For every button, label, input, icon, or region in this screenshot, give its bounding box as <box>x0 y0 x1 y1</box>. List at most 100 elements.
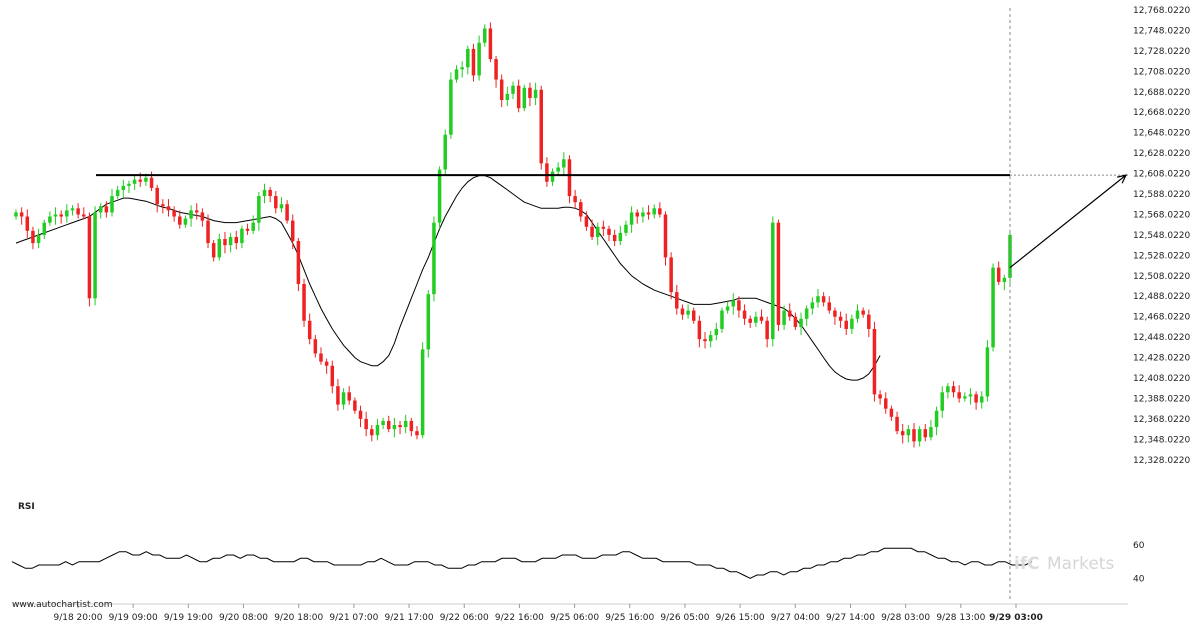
candle-body <box>121 185 126 190</box>
candle-body <box>720 310 724 329</box>
candle <box>477 35 481 81</box>
candle-body <box>844 320 848 329</box>
price-tick-label: 12,548.0220 <box>1133 231 1191 241</box>
candle-body <box>793 316 798 327</box>
candle-body <box>878 394 882 399</box>
candle <box>652 204 656 219</box>
time-axis: 9/18 20:00 9/19 09:00 9/19 19:00 9/20 08:00… <box>12 603 1128 623</box>
candle-body <box>426 294 431 350</box>
candle <box>358 405 363 428</box>
candle <box>104 201 109 218</box>
candle <box>341 388 346 410</box>
projection-arrow-line <box>1009 174 1127 269</box>
candle-body <box>601 226 606 229</box>
candle-body <box>974 394 978 403</box>
candle-body <box>1002 277 1007 282</box>
candle <box>844 313 848 336</box>
rsi-tick-label: 60 <box>1133 541 1145 551</box>
candle <box>324 358 329 374</box>
candle-body <box>799 318 803 327</box>
candle <box>70 205 75 216</box>
candle <box>776 219 781 331</box>
candle-body <box>211 243 216 258</box>
moving-average-layer <box>15 175 881 381</box>
candle-body <box>494 59 498 80</box>
candle <box>336 379 340 411</box>
candle-body <box>319 353 323 362</box>
watermark-brand-b: Markets <box>1047 554 1114 574</box>
candle-body <box>652 208 656 215</box>
candle-body <box>370 429 374 436</box>
candle <box>940 386 944 418</box>
candle <box>872 321 877 402</box>
candle <box>178 210 182 229</box>
candle <box>65 204 69 223</box>
candle-body <box>889 408 894 417</box>
candle <box>183 215 188 228</box>
candle-body <box>70 208 75 211</box>
candle <box>25 209 30 238</box>
price-tick-label: 12,448.0220 <box>1133 333 1191 343</box>
candle <box>420 342 425 439</box>
candle <box>720 307 724 334</box>
candle-body <box>505 93 510 100</box>
candle-body <box>251 222 255 231</box>
candle <box>584 211 589 231</box>
price-tick-label: 12,648.0220 <box>1133 129 1191 139</box>
candle-body <box>31 230 35 244</box>
time-tick-label: 9/26 15:00 <box>716 613 765 623</box>
candle <box>601 220 606 236</box>
candle-body <box>194 210 199 213</box>
candle-body <box>522 87 527 109</box>
candle <box>302 278 306 327</box>
candle-body <box>161 204 165 207</box>
candle-body <box>771 222 775 340</box>
candle-body <box>454 69 459 80</box>
candle <box>31 226 35 250</box>
candle <box>917 426 922 447</box>
candle <box>155 184 159 213</box>
candle-body <box>110 196 114 213</box>
candle <box>257 191 261 231</box>
candle <box>573 189 577 209</box>
candle <box>691 307 696 324</box>
candle <box>827 296 832 314</box>
candle <box>172 206 176 222</box>
candle <box>319 347 323 365</box>
candle <box>883 392 888 414</box>
candle <box>19 207 24 225</box>
candle-body <box>838 316 843 321</box>
projection-arrow-head <box>1117 174 1128 184</box>
candle-body <box>550 171 555 182</box>
candle-body <box>144 177 148 182</box>
candle-body <box>268 189 272 197</box>
candle <box>82 207 86 220</box>
candle-body <box>353 400 357 411</box>
candle-body <box>658 208 662 215</box>
candle-body <box>545 163 549 182</box>
candle-body <box>488 28 493 60</box>
candle <box>754 311 758 327</box>
candle-body <box>471 48 476 76</box>
candle <box>454 65 459 83</box>
candle-body <box>742 310 747 319</box>
candle-body <box>934 410 939 428</box>
candle-body <box>302 283 306 321</box>
candle-body <box>336 386 340 405</box>
candle-body <box>183 218 188 225</box>
candle-body <box>347 392 351 401</box>
moving-average-line <box>15 175 881 381</box>
candle <box>189 205 193 227</box>
candle <box>98 203 103 219</box>
candle <box>403 414 408 434</box>
candle <box>415 426 419 440</box>
candle <box>624 220 628 236</box>
candle <box>1002 274 1007 291</box>
candle <box>900 424 905 444</box>
rsi-tick-label: 40 <box>1133 574 1145 584</box>
time-tick-label: 9/25 16:00 <box>605 613 654 623</box>
candle <box>528 82 532 107</box>
candle-body <box>607 228 611 235</box>
time-tick-label: 9/26 05:00 <box>660 613 709 623</box>
candle <box>262 183 267 204</box>
